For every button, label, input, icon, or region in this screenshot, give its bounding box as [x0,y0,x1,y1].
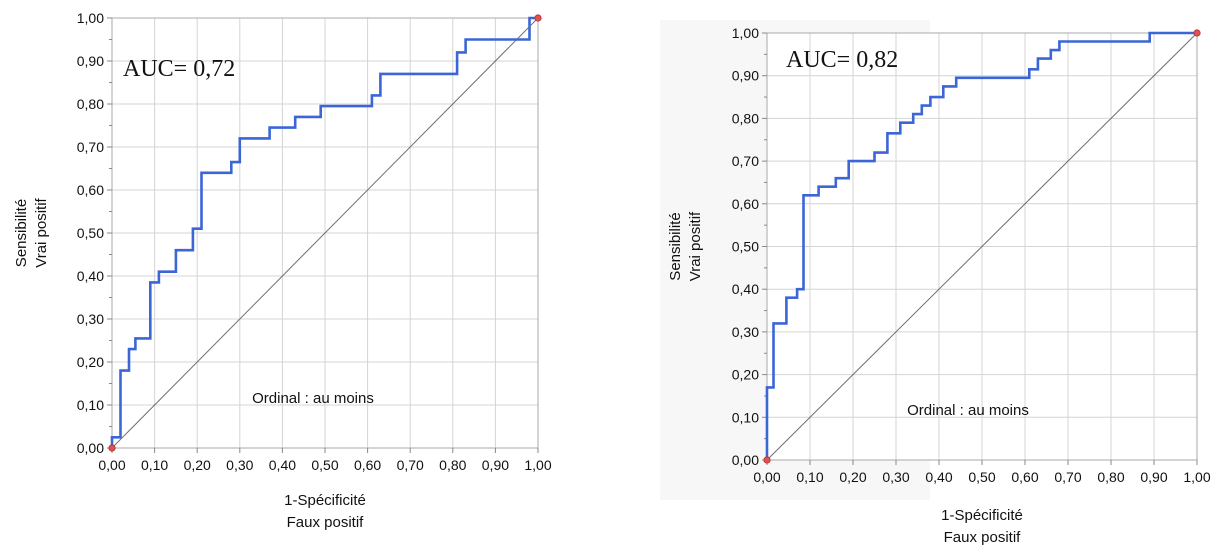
y-tick-label: 0,10 [732,409,759,425]
endpoint-marker [763,456,771,464]
y-tick-label: 0,60 [732,196,759,212]
y-tick-label: 1,00 [732,25,759,41]
x-tick-label: 0,30 [226,457,253,473]
x-tick-label: 0,90 [482,457,509,473]
reference-diagonal-line [766,32,1198,461]
y-tick-label: 0,30 [732,324,759,340]
endpoint-marker [1193,29,1201,37]
y-tick-label: 0,90 [732,68,759,84]
x-tick-label: 0,60 [1011,469,1038,485]
roc-chart-left: 0,000,00 0,10 0,10 0,20 0,20 0,30 0,30 0,40 0,40… [13,10,552,531]
y-tick-label: 0,10 [77,397,104,413]
x-tick-label: 0,80 [1097,469,1124,485]
roc-curve [765,31,1197,460]
x-tick-label: 0,20 [184,457,211,473]
x-tick-label: 0,10 [141,457,168,473]
reference-diagonal-line [111,17,539,449]
y-tick-label: 1,00 [77,10,104,26]
y-tick-label: 0,30 [77,311,104,327]
x-tick-label: 1,00 [524,457,551,473]
y-tick-label: 0,40 [77,268,104,284]
y-tick-label: 0,50 [77,225,104,241]
x-axis-subtitle: Faux positif [944,529,1022,546]
x-tick-label: 0,20 [839,469,866,485]
x-axis-title: 1-Spécificité [941,507,1023,524]
x-tick-label: 0,70 [397,457,424,473]
y-tick-label: 0,80 [77,96,104,112]
x-tick-label: 0,50 [968,469,995,485]
roc-curve [110,16,538,448]
y-tick-label: 0,00 [77,440,104,456]
x-tick-label: 0,10 [796,469,823,485]
y-tick-label: 0,50 [732,239,759,255]
x-tick-label: 0,90 [1140,469,1167,485]
y-tick-label: 0,00 [732,452,759,468]
x-tick-label: 0,70 [1054,469,1081,485]
x-axis-title: 1-Spécificité [284,492,366,509]
x-tick-label: 0,00 [98,457,125,473]
y-tick-label: 0,70 [77,139,104,155]
roc-chart-right: 0,000,00 0,10 0,10 0,20 0,20 0,30 0,30 0,40 0,40… [667,25,1211,546]
y-tick-label: 0,80 [732,110,759,126]
y-axis-subtitle: Vrai positif [687,211,704,281]
x-tick-label: 0,50 [311,457,338,473]
x-tick-label: 0,80 [439,457,466,473]
ordinal-note: Ordinal : au moins [252,390,374,407]
auc-annotation: AUC= 0,72 [123,56,235,82]
x-tick-label: 1,00 [1183,469,1210,485]
y-axis-title: Sensibilité [667,212,684,280]
y-tick-label: 0,20 [732,367,759,383]
auc-annotation: AUC= 0,82 [786,47,898,73]
y-tick-label: 0,70 [732,153,759,169]
x-tick-label: 0,40 [925,469,952,485]
endpoint-marker [534,14,542,22]
y-axis-subtitle: Vrai positif [33,197,50,267]
y-tick-label: 0,60 [77,182,104,198]
x-tick-label: 0,60 [354,457,381,473]
x-tick-label: 0,30 [882,469,909,485]
y-tick-label: 0,90 [77,53,104,69]
y-tick-label: 0,40 [732,281,759,297]
ordinal-note: Ordinal : au moins [907,402,1029,419]
x-axis-subtitle: Faux positif [287,514,365,531]
y-axis-title: Sensibilité [13,199,30,267]
endpoint-marker [108,444,116,452]
x-tick-label: 0,00 [753,469,780,485]
y-tick-label: 0,20 [77,354,104,370]
x-tick-label: 0,40 [269,457,296,473]
